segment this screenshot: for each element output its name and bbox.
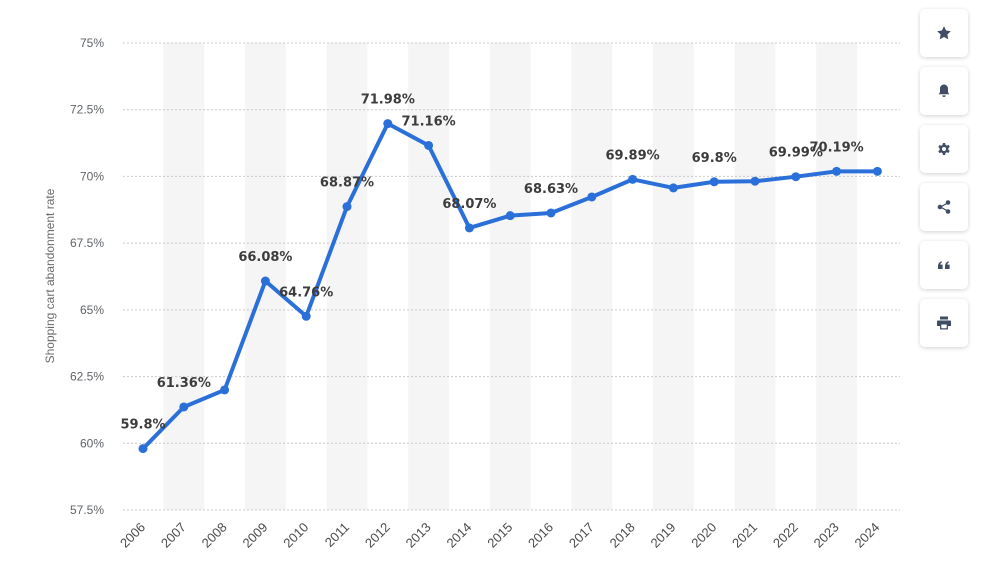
notification-button[interactable] [920,67,968,115]
chart-toolbar [920,9,968,357]
data-label: 70.19% [810,140,864,155]
x-tick-label: 2010 [280,520,311,551]
data-point[interactable] [546,208,556,218]
data-label: 68.87% [320,176,374,191]
data-label: 64.76% [279,285,333,300]
data-point[interactable] [301,311,311,321]
y-tick-label: 62.5% [70,370,104,384]
data-point[interactable] [505,211,515,221]
x-tick-label: 2006 [117,520,148,551]
x-tick-label: 2013 [403,520,434,551]
data-label: 59.8% [120,418,165,433]
column-bands [163,43,857,510]
data-label: 69.99% [769,146,823,161]
column-band [571,43,613,510]
y-tick-label: 60% [80,436,104,450]
gridlines [123,42,900,511]
x-tick-label: 2021 [729,520,760,551]
x-tick-label: 2016 [525,520,556,551]
x-tick-label: 2014 [443,520,474,551]
data-point[interactable] [383,119,393,129]
data-point[interactable] [260,276,270,286]
column-band [245,43,286,510]
x-tick-label: 2015 [484,520,515,551]
data-label: 71.16% [402,114,456,129]
data-point[interactable] [872,166,882,176]
data-point[interactable] [179,402,189,412]
print-icon [937,316,951,330]
y-tick-label: 65% [80,303,104,317]
favorite-button[interactable] [920,9,968,57]
column-band [734,43,776,510]
data-label: 68.07% [442,197,496,212]
column-band [163,43,205,510]
data-point[interactable] [587,192,597,202]
x-tick-label: 2011 [322,520,352,550]
x-tick-label: 2018 [607,520,638,551]
data-point[interactable] [668,183,678,193]
data-point[interactable] [220,385,230,395]
column-band [326,43,368,510]
y-axis-label: Shopping cart abandonment rate [43,188,57,363]
x-tick-label: 2023 [811,520,842,551]
data-point[interactable] [628,174,638,184]
data-point[interactable] [138,444,148,454]
y-tick-label: 67.5% [70,236,104,250]
quote-icon [938,261,950,269]
x-tick-label: 2017 [566,520,597,551]
gear-icon [938,143,950,155]
column-band [653,43,694,510]
star-icon [937,26,951,40]
x-tick-label: 2019 [647,520,678,551]
x-tick-label: 2012 [362,520,393,551]
data-label: 69.89% [606,148,660,163]
y-axis-ticks: 75% 72.5% 70% 67.5% 65% 62.5% 60% 57.5% [70,36,104,517]
column-band [489,43,531,510]
data-point[interactable] [464,223,474,233]
data-points [138,119,882,454]
x-tick-label: 2022 [770,520,801,551]
bell-icon [938,84,950,97]
data-point[interactable] [832,166,842,176]
y-tick-label: 57.5% [70,503,104,517]
y-tick-label: 70% [80,169,104,183]
y-tick-label: 72.5% [70,103,104,117]
x-tick-label: 2007 [158,520,189,551]
data-point[interactable] [342,202,352,212]
data-point[interactable] [709,177,719,187]
data-label: 69.8% [692,151,737,166]
data-point[interactable] [791,172,801,182]
data-label: 61.36% [157,376,211,391]
share-icon [937,200,951,214]
data-point[interactable] [424,140,434,150]
print-button[interactable] [920,299,968,347]
line-chart: 75% 72.5% 70% 67.5% 65% 62.5% 60% 57.5% Shoppin… [43,36,900,551]
share-button[interactable] [920,183,968,231]
x-axis-ticks: 2006 2007 2008 2009 2010 2011 2012 2013 2014 2015… [117,520,882,551]
settings-button[interactable] [920,125,968,173]
cite-button[interactable] [920,241,968,289]
y-tick-label: 75% [80,36,104,50]
x-tick-label: 2024 [851,520,882,551]
column-band [408,43,449,510]
data-label: 66.08% [238,250,292,265]
x-tick-label: 2008 [199,520,230,551]
data-labels: 59.8% 61.36% 66.08% 64.76% 68.87% 71.98% 71.16… [120,93,863,433]
data-label: 68.63% [524,182,578,197]
column-band [816,43,857,510]
x-tick-label: 2009 [239,520,270,551]
data-point[interactable] [750,176,760,186]
data-label: 71.98% [361,93,415,108]
x-tick-label: 2020 [688,520,719,551]
